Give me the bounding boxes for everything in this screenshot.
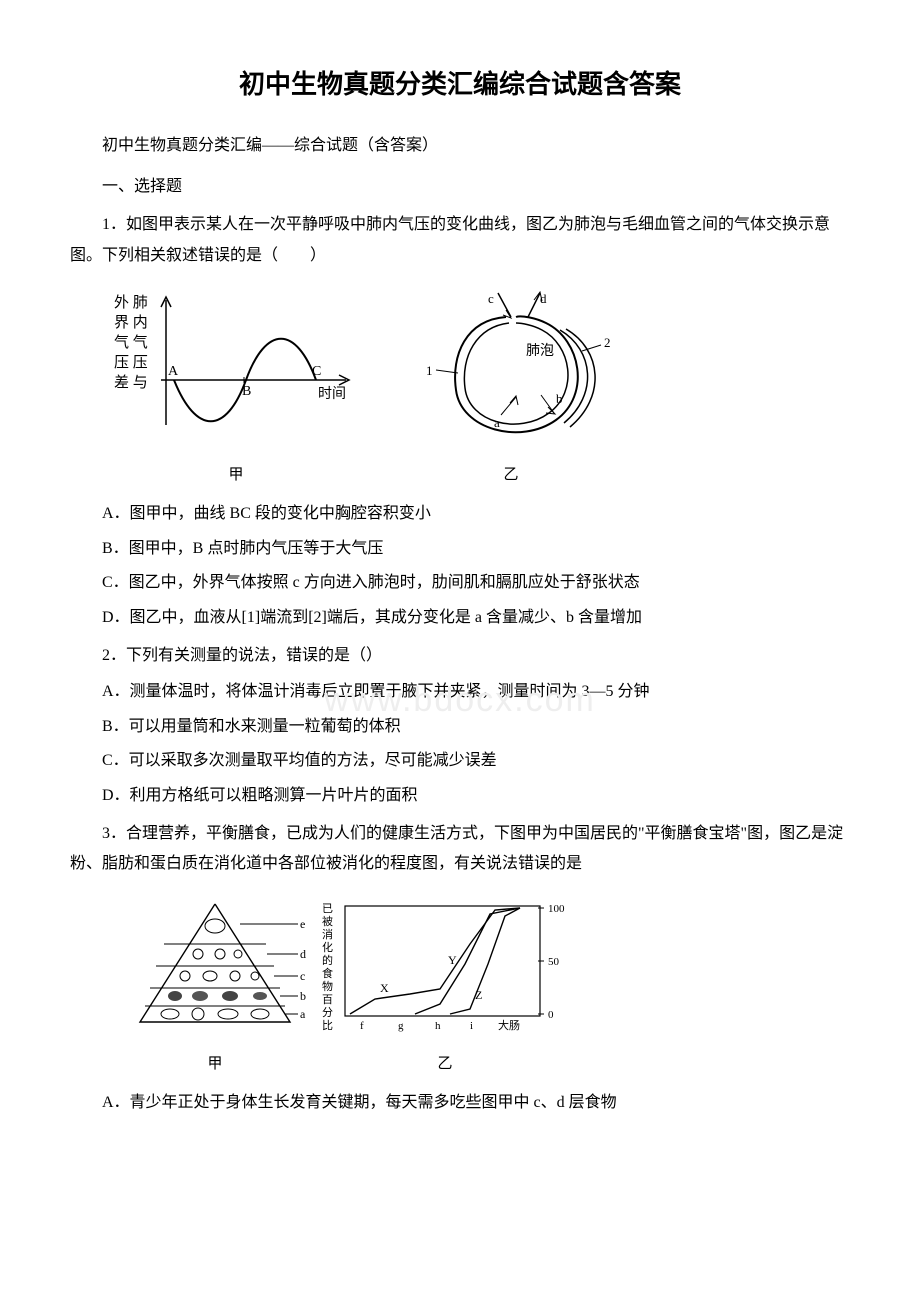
layer-d: d	[300, 947, 306, 961]
layer-c: c	[300, 969, 305, 983]
ytick: 0	[548, 1009, 554, 1021]
fig-jia-label-2: 甲	[120, 1050, 310, 1079]
pt-B: B	[242, 384, 251, 399]
section-heading: 一、选择题	[70, 172, 850, 202]
fig-yi-label: 乙	[406, 461, 616, 490]
layer-e: e	[300, 917, 305, 931]
ytitle: 化	[322, 940, 333, 954]
xtick: h	[435, 1020, 441, 1032]
ytick: 100	[548, 903, 565, 915]
option: A．图甲中，曲线 BC 段的变化中胸腔容积变小	[70, 499, 850, 529]
lb-2: 2	[604, 335, 611, 350]
ytitle: 食	[322, 966, 333, 980]
layer-a: a	[300, 1007, 306, 1021]
lb-a: a	[494, 415, 500, 430]
ytitle: 的	[322, 953, 333, 967]
page-title: 初中生物真题分类汇编综合试题含答案	[70, 60, 850, 109]
xtick: i	[470, 1020, 473, 1032]
figure-breathing: 外 肺 界 内 气 气 压 压 差 与 时间 A B C 甲 c	[106, 285, 850, 490]
fig-jia-svg: 外 肺 界 内 气 气 压 压 差 与 时间 A B C	[106, 285, 366, 455]
ytitle: 物	[322, 979, 333, 993]
pt-C: C	[312, 364, 321, 379]
fig-pyramid-svg: a b c d e	[120, 894, 310, 1044]
yaxis-text: 外 肺	[114, 294, 148, 311]
lb-d: d	[540, 291, 547, 306]
question-stem: 3．合理营养，平衡膳食，已成为人们的健康生活方式，下图甲为中国居民的"平衡膳食宝…	[70, 819, 850, 880]
yaxis-text: 差 与	[114, 374, 148, 391]
xtick: g	[398, 1020, 404, 1032]
option: B．图甲中，B 点时肺内气压等于大气压	[70, 534, 850, 564]
fig-yi-svg: c d 肺泡 1 2 a b	[406, 285, 616, 455]
curve-Z: Z	[475, 988, 482, 1002]
yaxis-text: 压 压	[114, 354, 148, 371]
fig-digest-svg: 已 被 消 化 的 食 物 百 分 比 100 50 0 X Y Z f g	[320, 894, 570, 1044]
option: D．利用方格纸可以粗略测算一片叶片的面积	[70, 781, 850, 811]
ytitle: 已	[322, 903, 333, 915]
xtick: f	[360, 1020, 364, 1032]
curve-Y: Y	[448, 953, 457, 967]
option: C．图乙中，外界气体按照 c 方向进入肺泡时，肋间肌和膈肌应处于舒张状态	[70, 568, 850, 598]
lb-c: c	[488, 291, 494, 306]
fig-jia-label: 甲	[106, 461, 366, 490]
ytitle: 被	[322, 915, 333, 928]
yaxis-text: 气 气	[114, 334, 148, 351]
question-stem: 2．下列有关测量的说法，错误的是（）	[70, 641, 850, 671]
yaxis-text: 界 内	[114, 314, 148, 331]
option: A．测量体温时，将体温计消毒后立即置于腋下并夹紧，测量时间为 3—5 分钟	[70, 677, 850, 707]
ytick: 50	[548, 956, 560, 968]
ytitle: 百	[322, 994, 333, 1006]
fig-yi-label-2: 乙	[320, 1050, 570, 1079]
lb-b: b	[556, 391, 563, 406]
option: C．可以采取多次测量取平均值的方法，尽可能减少误差	[70, 746, 850, 776]
lb-1: 1	[426, 363, 433, 378]
subtitle: 初中生物真题分类汇编——综合试题（含答案）	[70, 131, 850, 161]
alveolus-label: 肺泡	[526, 343, 554, 359]
ytitle: 分	[322, 1006, 333, 1019]
layer-b: b	[300, 989, 306, 1003]
pt-A: A	[168, 364, 179, 379]
option: B．可以用量筒和水来测量一粒葡萄的体积	[70, 712, 850, 742]
xaxis-label: 时间	[318, 386, 346, 402]
curve-X: X	[380, 981, 389, 995]
ytitle: 消	[322, 927, 333, 941]
question-stem: 1．如图甲表示某人在一次平静呼吸中肺内气压的变化曲线，图乙为肺泡与毛细血管之间的…	[70, 210, 850, 271]
option: A．青少年正处于身体生长发育关键期，每天需多吃些图甲中 c、d 层食物	[70, 1088, 850, 1118]
xtick: 大肠	[498, 1018, 520, 1032]
figure-digestion: a b c d e 甲 已 被 消 化 的 食 物 百 分 比 100 50 0	[120, 894, 850, 1079]
ytitle: 比	[322, 1019, 333, 1032]
option: D．图乙中，血液从[1]端流到[2]端后，其成分变化是 a 含量减少、b 含量增…	[70, 603, 850, 633]
